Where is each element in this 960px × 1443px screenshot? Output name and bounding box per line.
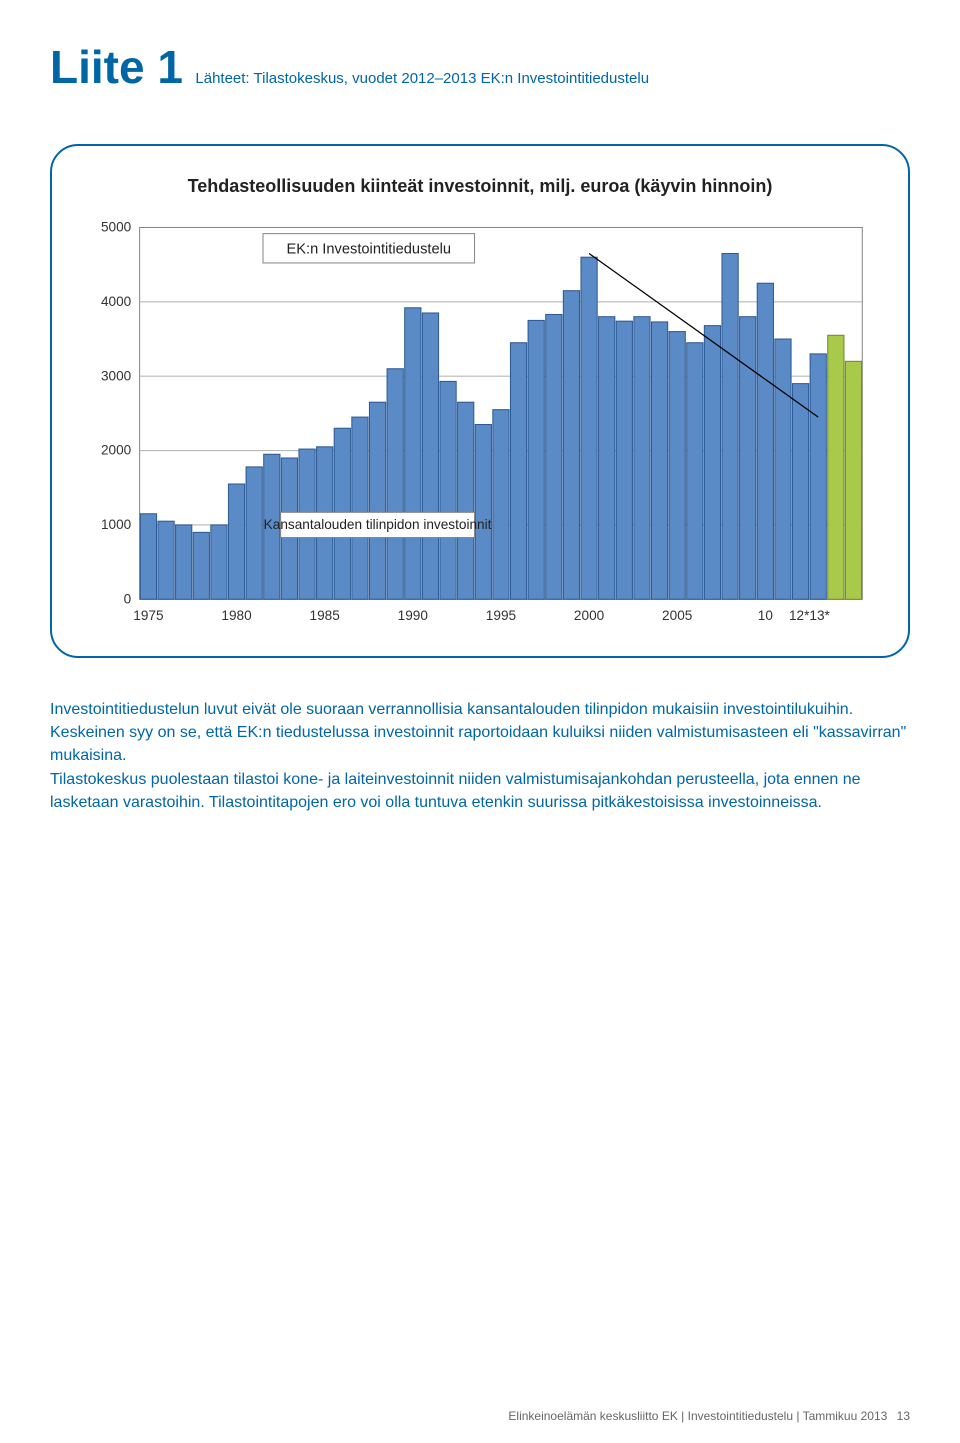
svg-text:4000: 4000	[101, 294, 132, 309]
svg-text:1980: 1980	[221, 608, 252, 623]
paragraph-2: Tilastokeskus puolestaan tilastoi kone- …	[50, 771, 861, 811]
page-header: Liite 1 Lähteet: Tilastokeskus, vuodet 2…	[50, 40, 910, 94]
svg-text:EK:n Investointitiedustelu: EK:n Investointitiedustelu	[286, 242, 451, 258]
svg-text:12*13*: 12*13*	[789, 608, 831, 623]
svg-text:2000: 2000	[101, 443, 132, 458]
chart-title: Tehdasteollisuuden kiinteät investoinnit…	[82, 176, 878, 197]
svg-text:1990: 1990	[398, 608, 429, 623]
svg-text:Kansantalouden tilinpidon inve: Kansantalouden tilinpidon investoinnit	[264, 517, 492, 532]
chart-container: Tehdasteollisuuden kiinteät investoinnit…	[50, 144, 910, 658]
svg-text:0: 0	[124, 591, 132, 606]
page-number: 13	[897, 1409, 910, 1423]
svg-text:2000: 2000	[574, 608, 605, 623]
svg-text:1975: 1975	[133, 608, 163, 623]
page-footer: Elinkeinoelämän keskusliitto EK | Invest…	[50, 1409, 910, 1423]
svg-text:3000: 3000	[101, 368, 132, 383]
body-text: Investointitiedustelun luvut eivät ole s…	[50, 698, 910, 814]
page-title: Liite 1	[50, 41, 183, 93]
footer-text: Elinkeinoelämän keskusliitto EK | Invest…	[508, 1409, 887, 1423]
svg-text:2005: 2005	[662, 608, 692, 623]
page-subtitle: Lähteet: Tilastokeskus, vuodet 2012–2013…	[195, 70, 649, 87]
bar-chart: 0 1000 2000 3000 4000 5000 1975 1980 1985 1990 199…	[82, 217, 878, 636]
svg-text:1000: 1000	[101, 517, 132, 532]
paragraph-1: Investointitiedustelun luvut eivät ole s…	[50, 701, 906, 764]
svg-text:1995: 1995	[486, 608, 516, 623]
svg-text:10: 10	[758, 608, 774, 623]
svg-text:5000: 5000	[101, 220, 132, 235]
svg-text:1985: 1985	[310, 608, 340, 623]
